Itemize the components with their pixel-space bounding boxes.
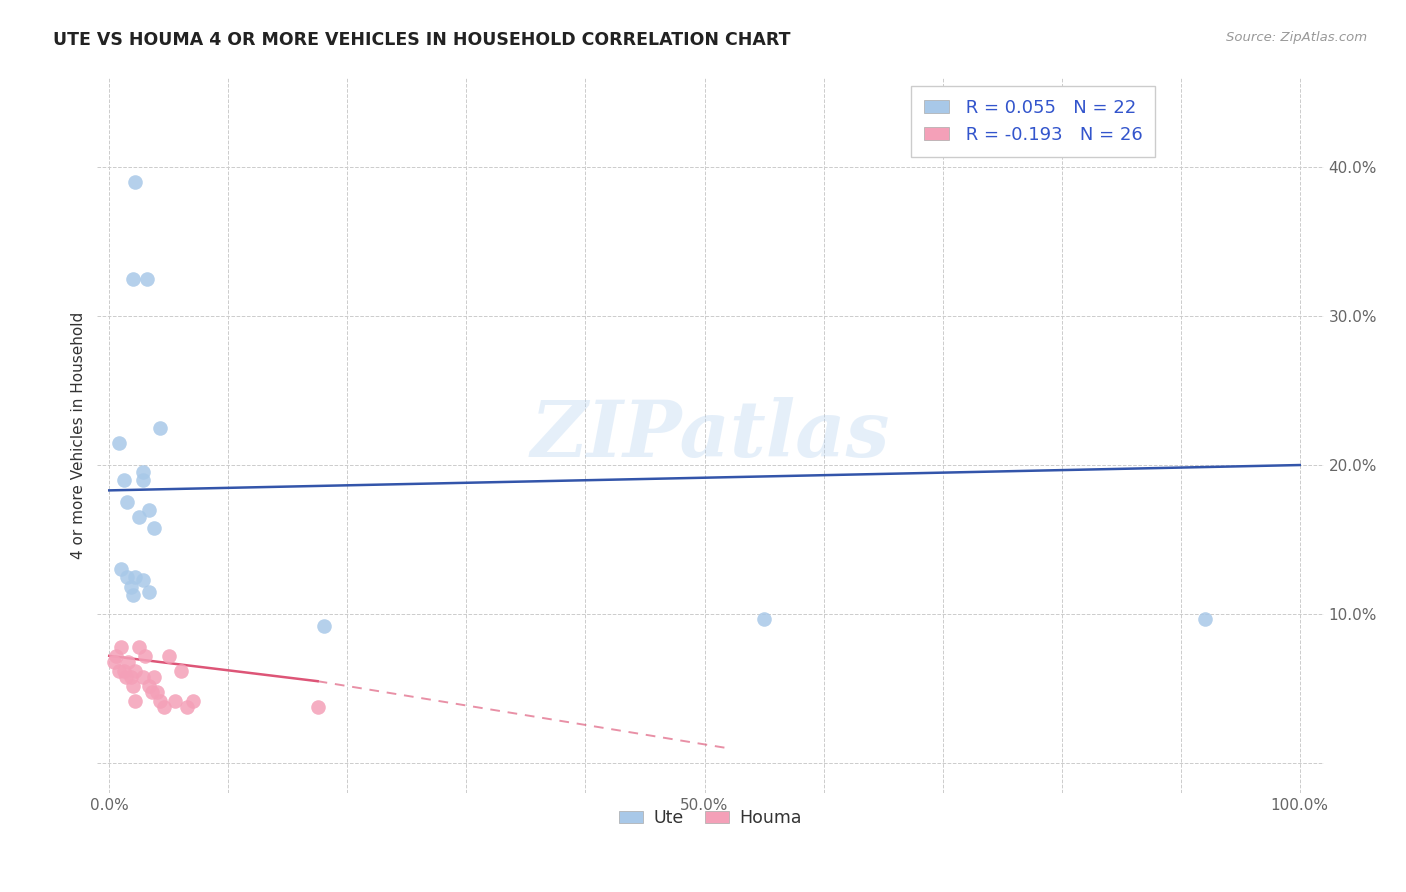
- Point: [163, 693, 186, 707]
- Point: [128, 510, 150, 524]
- Point: [138, 502, 160, 516]
- Point: [1194, 611, 1216, 625]
- Point: [131, 473, 153, 487]
- Point: [128, 640, 150, 654]
- Point: [107, 435, 129, 450]
- Point: [122, 679, 145, 693]
- Point: [146, 684, 169, 698]
- Point: [157, 648, 180, 663]
- Point: [138, 679, 160, 693]
- Point: [124, 664, 146, 678]
- Point: [103, 655, 125, 669]
- Point: [120, 670, 142, 684]
- Text: ZIPatlas: ZIPatlas: [531, 397, 890, 474]
- Point: [307, 699, 329, 714]
- Point: [181, 693, 204, 707]
- Point: [134, 648, 156, 663]
- Point: [141, 684, 163, 698]
- Legend: Ute, Houma: Ute, Houma: [612, 803, 808, 834]
- Point: [110, 640, 132, 654]
- Point: [149, 693, 172, 707]
- Point: [117, 655, 139, 669]
- Point: [312, 619, 335, 633]
- Point: [124, 175, 146, 189]
- Point: [143, 670, 166, 684]
- Point: [115, 670, 138, 684]
- Point: [143, 521, 166, 535]
- Point: [176, 699, 198, 714]
- Point: [138, 584, 160, 599]
- Point: [115, 495, 138, 509]
- Point: [131, 670, 153, 684]
- Point: [170, 664, 193, 678]
- Point: [110, 562, 132, 576]
- Point: [105, 648, 128, 663]
- Point: [112, 664, 135, 678]
- Y-axis label: 4 or more Vehicles in Household: 4 or more Vehicles in Household: [72, 311, 86, 559]
- Point: [122, 588, 145, 602]
- Point: [120, 580, 142, 594]
- Point: [124, 570, 146, 584]
- Point: [752, 611, 775, 625]
- Point: [124, 693, 146, 707]
- Point: [131, 573, 153, 587]
- Text: Source: ZipAtlas.com: Source: ZipAtlas.com: [1226, 31, 1367, 45]
- Point: [122, 271, 145, 285]
- Point: [112, 473, 135, 487]
- Point: [115, 570, 138, 584]
- Point: [107, 664, 129, 678]
- Point: [153, 699, 176, 714]
- Point: [149, 421, 172, 435]
- Point: [131, 466, 153, 480]
- Point: [136, 271, 159, 285]
- Text: UTE VS HOUMA 4 OR MORE VEHICLES IN HOUSEHOLD CORRELATION CHART: UTE VS HOUMA 4 OR MORE VEHICLES IN HOUSE…: [53, 31, 792, 49]
